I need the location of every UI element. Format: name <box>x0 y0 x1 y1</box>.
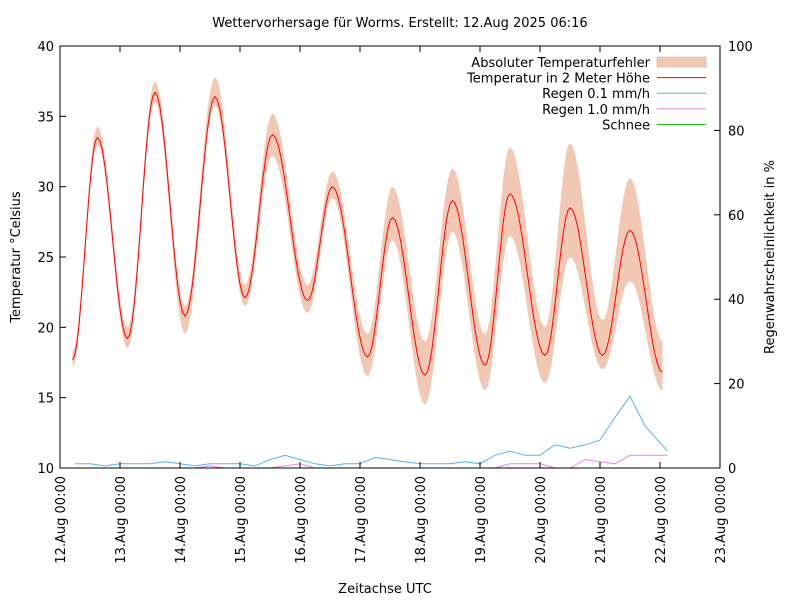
y-axis-label: Temperatur °Celsius <box>9 191 24 324</box>
y-tick-label: 10 <box>37 462 54 477</box>
y-tick-label: 25 <box>37 251 54 266</box>
y-tick-label: 35 <box>37 110 54 125</box>
x-tick-label: 12.Aug 00:00 <box>54 476 69 564</box>
axes: 10 15 20 25 30 35 40 0 20 40 60 80 100 12.Aug 00:00 13… <box>37 40 752 564</box>
x-tick-label: 13.Aug 00:00 <box>114 476 129 564</box>
x-tick-label: 20.Aug 00:00 <box>534 476 549 564</box>
y2-tick-label: 0 <box>728 462 736 477</box>
x-tick-label: 19.Aug 00:00 <box>474 476 489 564</box>
y-tick-label: 40 <box>37 40 54 55</box>
x-tick-label: 14.Aug 00:00 <box>174 476 189 564</box>
y2-tick-label: 100 <box>728 40 753 55</box>
y-tick-label: 15 <box>37 392 54 407</box>
legend-label-band: Absoluter Temperaturfehler <box>471 56 650 71</box>
error-band-group <box>72 76 663 405</box>
y-tick-label: 30 <box>37 181 54 196</box>
x-tick-label: 17.Aug 00:00 <box>354 476 369 564</box>
legend-swatch-band <box>656 56 707 68</box>
y2-tick-label: 80 <box>728 124 745 139</box>
legend-label-rain-1-0: Regen 1.0 mm/h <box>542 103 650 118</box>
y-tick-label: 20 <box>37 321 54 336</box>
x-tick-label: 22.Aug 00:00 <box>654 476 669 564</box>
y2-tick-label: 60 <box>728 209 745 224</box>
x-tick-label: 15.Aug 00:00 <box>234 476 249 564</box>
x-tick-label: 16.Aug 00:00 <box>294 476 309 564</box>
y2-tick-label: 40 <box>728 293 745 308</box>
x-axis-label: Zeitachse UTC <box>338 582 432 597</box>
legend-label-rain-0-1: Regen 0.1 mm/h <box>542 87 650 102</box>
legend-label-snow: Schnee <box>602 118 650 133</box>
x-tick-label: 21.Aug 00:00 <box>594 476 609 564</box>
y2-tick-label: 20 <box>728 378 745 393</box>
rain-0-1-line <box>75 395 668 467</box>
x-tick-label: 18.Aug 00:00 <box>414 476 429 564</box>
y2-axis-label: Regenwahrscheinlichkeit in % <box>763 160 778 354</box>
legend-label-temperature: Temperatur in 2 Meter Höhe <box>466 72 650 87</box>
temperature-error-band <box>72 76 663 405</box>
chart-title: Wettervorhersage für Worms. Erstellt: 12… <box>212 16 587 31</box>
temperature-line <box>72 91 663 376</box>
x-tick-label: 23.Aug 00:00 <box>714 476 729 564</box>
